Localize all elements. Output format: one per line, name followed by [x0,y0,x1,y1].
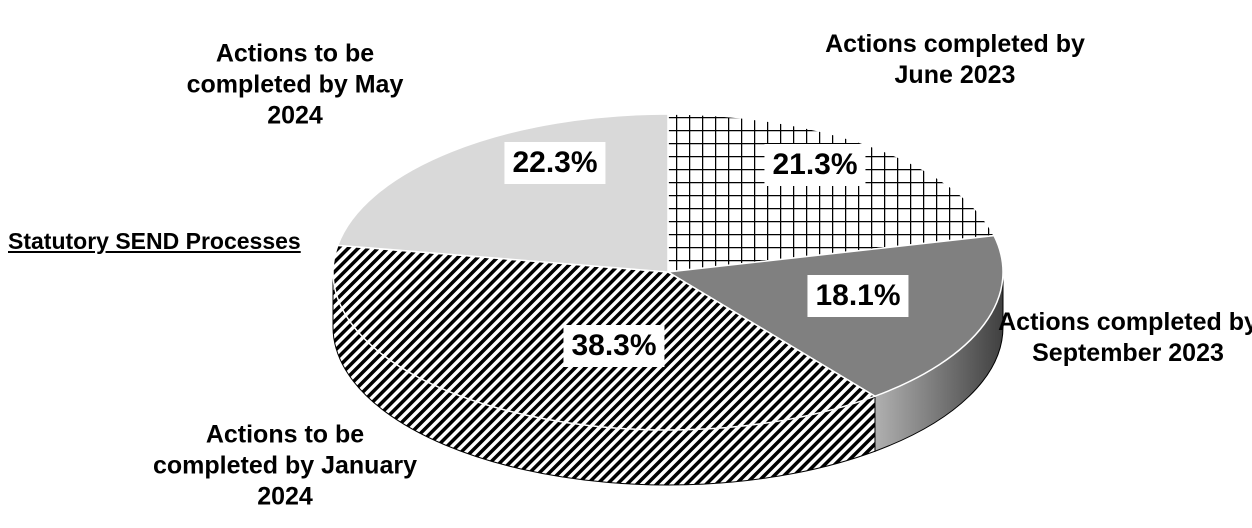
category-label: Actions completed by June 2023 [825,30,1085,89]
value-label: 18.1% [807,275,909,317]
slice [336,113,669,273]
value-label: 21.3% [764,144,866,186]
slice [667,113,996,273]
chart-title: Statutory SEND Processes [8,228,301,254]
value-label: 22.3% [504,142,606,184]
value-label: 38.3% [563,325,665,367]
category-label: Actions completed by September 2023 [998,308,1252,367]
category-label: Actions to be completed by May 2024 [186,39,404,130]
category-label: Actions to be completed by January 2024 [153,420,417,511]
